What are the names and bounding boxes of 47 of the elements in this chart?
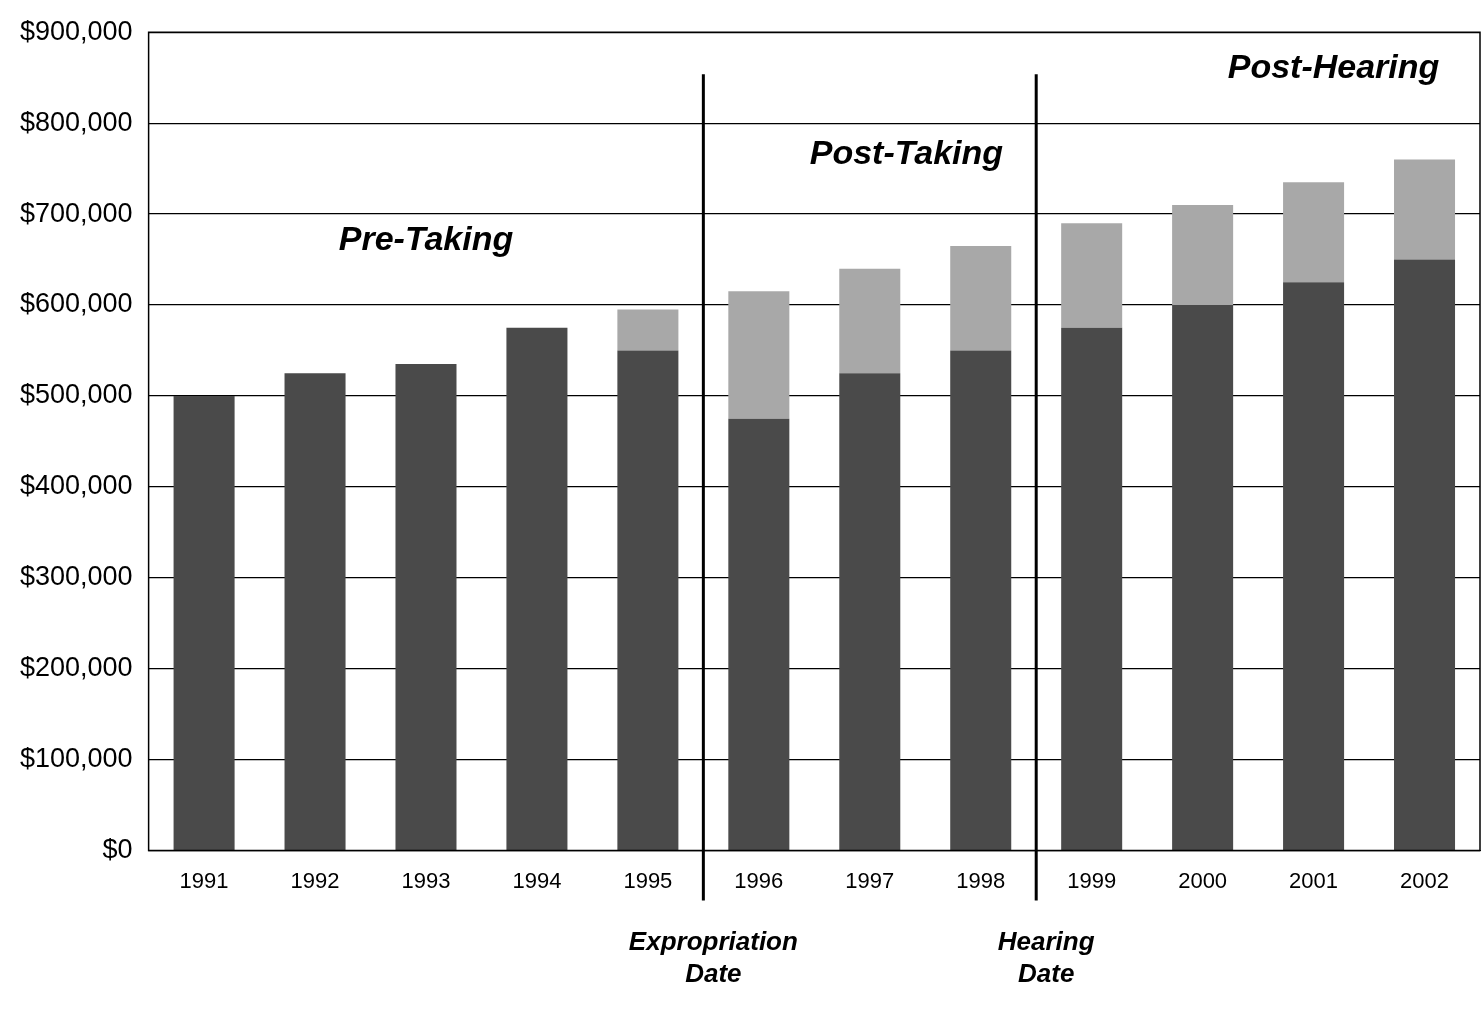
x-tick-label: 1991: [179, 867, 229, 893]
x-tick-label: 1993: [401, 867, 451, 893]
y-tick-label: $100,000: [19, 743, 133, 774]
y-tick-label: $200,000: [19, 652, 133, 683]
bar: [506, 327, 568, 850]
y-tick-label: $600,000: [19, 288, 133, 319]
y-tick-label: $800,000: [19, 106, 133, 137]
x-tick-label: 1998: [956, 867, 1006, 893]
bar: [395, 364, 457, 850]
y-tick-label: $0: [102, 834, 133, 865]
bar: [284, 373, 346, 850]
x-tick-label: 1995: [623, 867, 673, 893]
bar: [1283, 282, 1345, 850]
bar: [839, 373, 901, 850]
y-tick-label: $900,000: [19, 15, 133, 46]
y-tick-label: $300,000: [19, 561, 133, 592]
x-tick-label: 2002: [1400, 867, 1449, 893]
bar: [1283, 182, 1345, 283]
bar: [1061, 223, 1123, 328]
text: Hearing Date: [997, 925, 1095, 988]
bar: [617, 309, 679, 351]
bar: [1394, 159, 1456, 260]
bar: [173, 395, 235, 850]
annotation: Post-Taking: [809, 133, 1004, 172]
x-tick-label: 1997: [845, 867, 895, 893]
bar: [617, 350, 679, 850]
x-tick-label: 1999: [1067, 867, 1117, 893]
y-tick-label: $700,000: [19, 197, 133, 228]
annotation: Pre-Taking: [338, 219, 514, 258]
bar: [1394, 259, 1456, 850]
x-tick-label: 1996: [734, 867, 784, 893]
text: Expropriation Date: [628, 925, 798, 988]
y-tick-label: $500,000: [19, 379, 133, 410]
x-tick-label: 1992: [290, 867, 340, 893]
bar: [1172, 204, 1234, 305]
bar: [950, 350, 1012, 850]
bar: [728, 418, 790, 850]
bar: [950, 245, 1012, 351]
bar: [839, 268, 901, 374]
x-tick-label: 2000: [1178, 867, 1228, 893]
x-tick-label: 1994: [512, 867, 562, 893]
bar: [1172, 305, 1234, 850]
bar: [728, 291, 790, 419]
bar: [1061, 327, 1123, 850]
annotation: Post-Hearing: [1227, 47, 1440, 86]
y-tick-label: $400,000: [19, 470, 133, 501]
x-tick-label: 2001: [1289, 867, 1339, 893]
